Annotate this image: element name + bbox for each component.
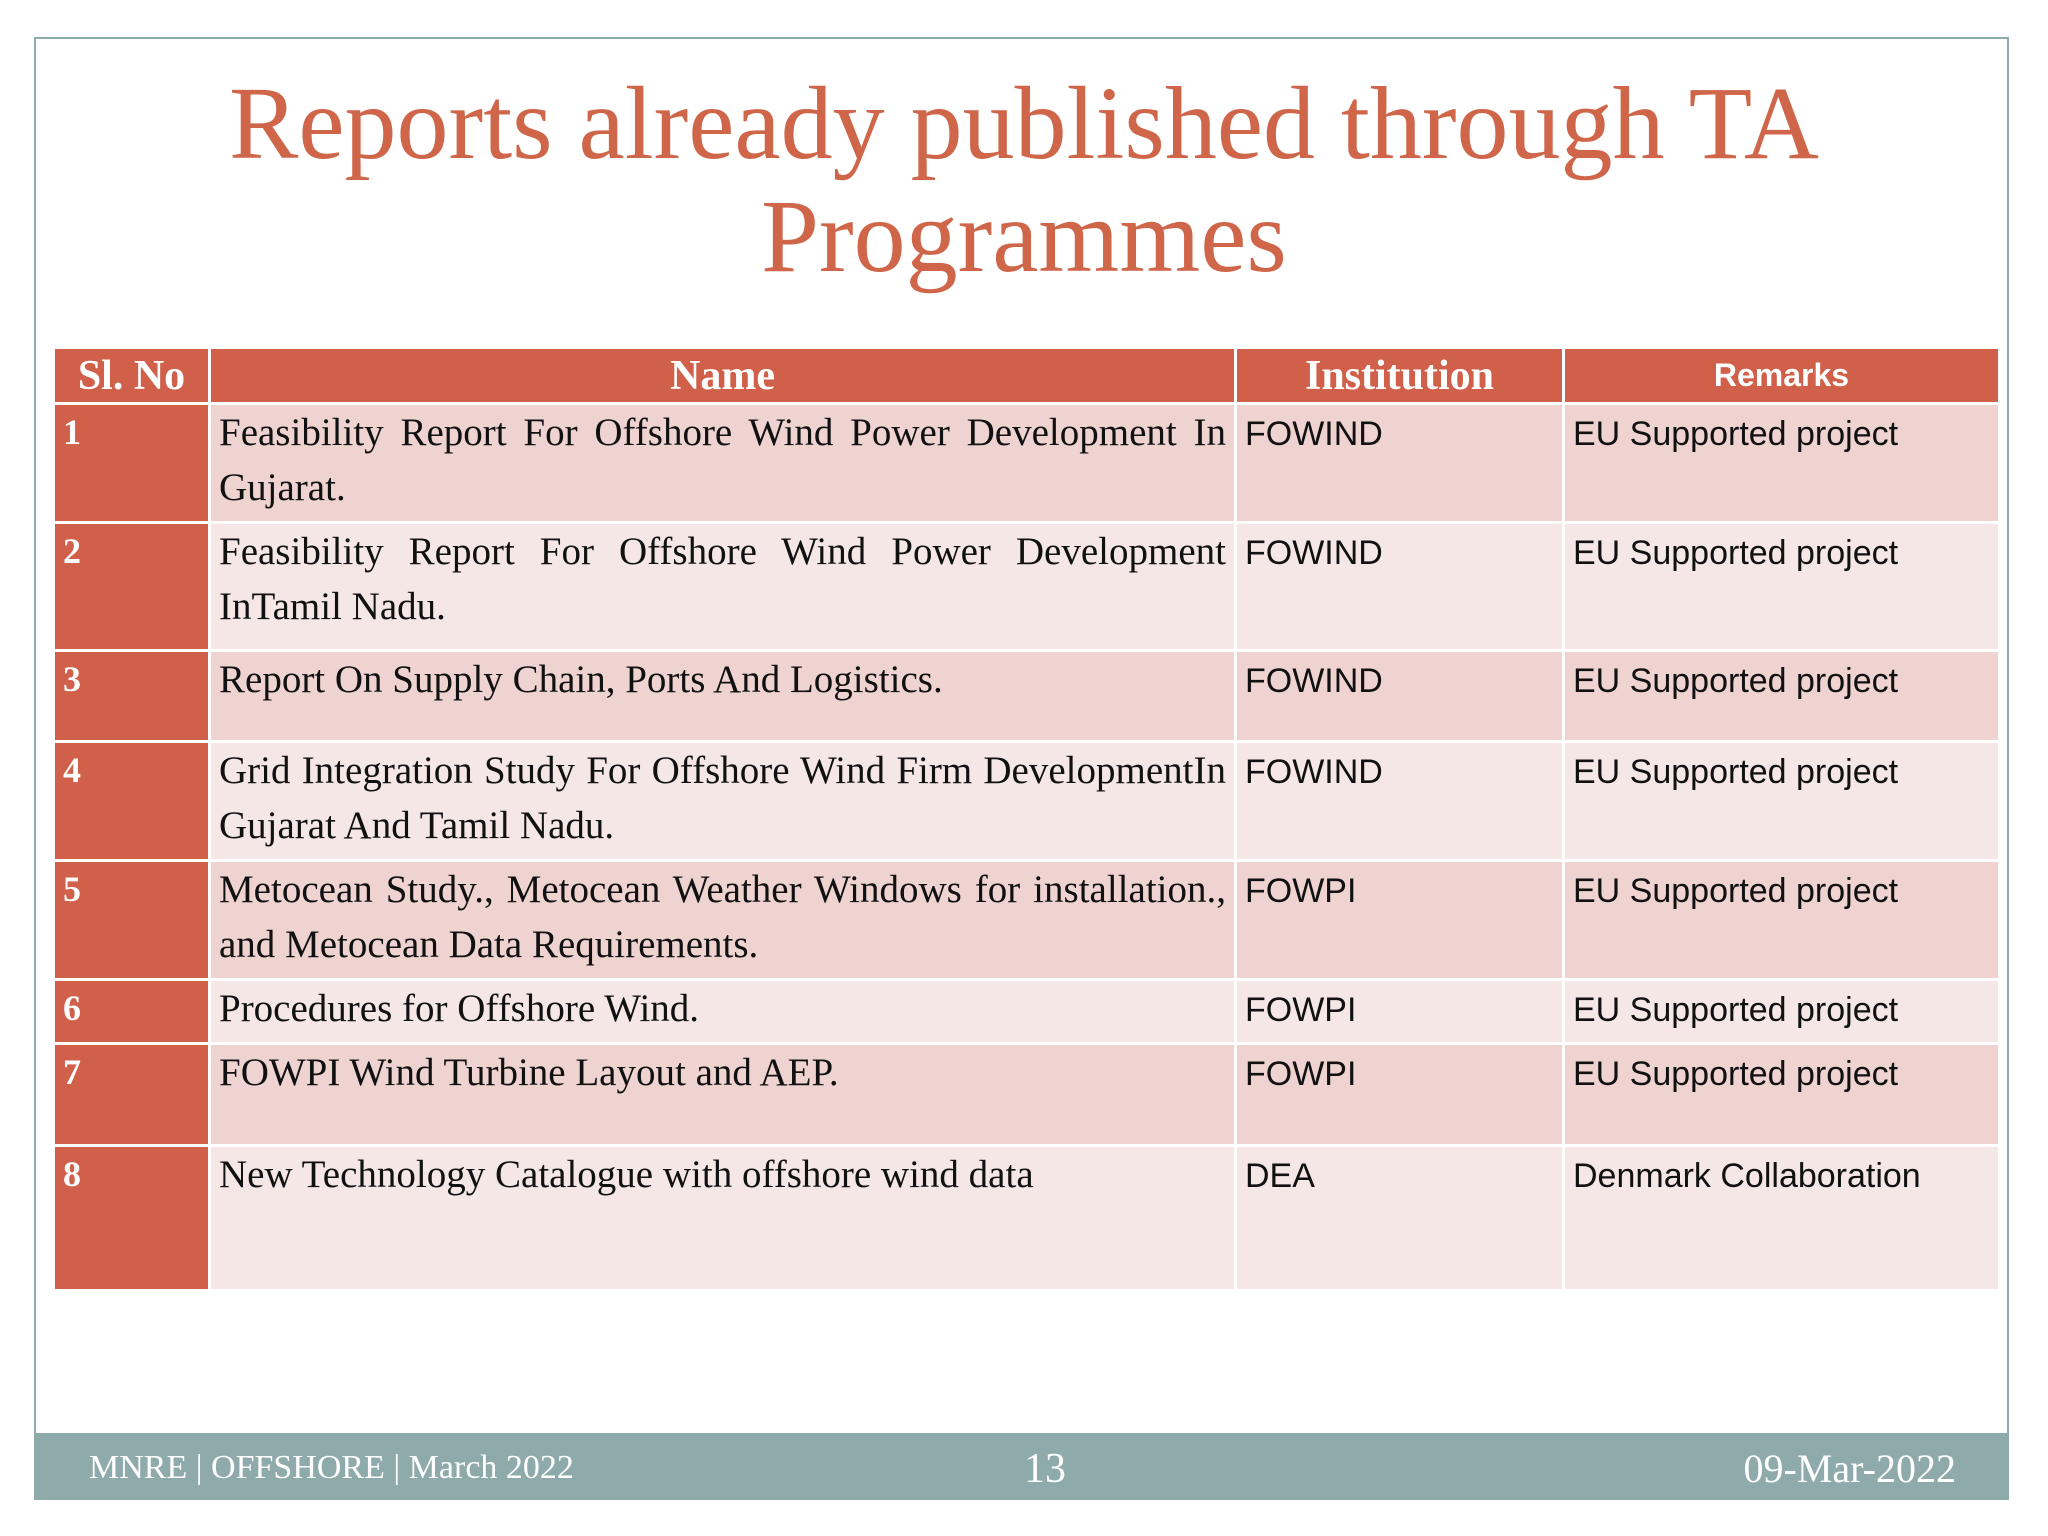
table-row: 5 Metocean Study., Metocean Weather Windo… [55,862,1998,978]
table-row: 8 New Technology Catalogue with offshore … [55,1147,1998,1289]
footer-left: MNRE | OFFSHORE | March 2022 [89,1449,574,1486]
title-line: Reports already published through TA [229,66,1819,181]
table-cell: Metocean Study., Metocean Weather Window… [211,862,1234,978]
table-cell: 2 [55,524,208,649]
table-body: 1 Feasibility Report For Offshore Wind Po… [55,405,1998,1289]
table-cell: Report On Supply Chain, Ports And Logist… [211,652,1234,740]
table-cell: FOWIND [1237,524,1562,649]
table-cell: FOWPI [1237,981,1562,1042]
table-cell: FOWIND [1237,405,1562,521]
table-cell: EU Supported project [1565,743,1998,859]
page-number: 13 [1024,1446,1066,1492]
table-row: 2 Feasibility Report For Offshore Wind Po… [55,524,1998,649]
table-row: 6 Procedures for Offshore Wind. FOWPI EU Su… [55,981,1998,1042]
table-row: 1 Feasibility Report For Offshore Wind Po… [55,405,1998,521]
table-cell: FOWIND [1237,652,1562,740]
table-cell: 3 [55,652,208,740]
table-cell: Denmark Collaboration [1565,1147,1998,1289]
table-cell: EU Supported project [1565,862,1998,978]
table-cell: Grid Integration Study For Offshore Wind… [211,743,1234,859]
table-cell: EU Supported project [1565,524,1998,649]
table-cell: 1 [55,405,208,521]
table-row: 7 FOWPI Wind Turbine Layout and AEP. FOWPI… [55,1045,1998,1144]
table-cell: FOWPI [1237,862,1562,978]
table-cell: FOWPI [1237,1045,1562,1144]
table-cell: FOWPI Wind Turbine Layout and AEP. [211,1045,1234,1144]
table-cell: Feasibility Report For Offshore Wind Pow… [211,405,1234,521]
table-cell: New Technology Catalogue with offshore w… [211,1147,1234,1289]
table-cell: FOWIND [1237,743,1562,859]
footer-date: 09-Mar-2022 [1743,1446,1956,1491]
table-cell: EU Supported project [1565,1045,1998,1144]
table-row: 3 Report On Supply Chain, Ports And Logis… [55,652,1998,740]
header-cell: Sl. No [55,349,208,402]
header-cell: Remarks [1565,349,1998,402]
table-cell: DEA [1237,1147,1562,1289]
header-cell: Name [211,349,1234,402]
table-cell: Feasibility Report For Offshore Wind Pow… [211,524,1234,649]
table-cell: EU Supported project [1565,981,1998,1042]
table-cell: 4 [55,743,208,859]
table-row: 4 Grid Integration Study For Offshore Win… [55,743,1998,859]
table-cell: 7 [55,1045,208,1144]
header-cell: Institution [1237,349,1562,402]
table: Sl. No Name Institution Remarks 1 Feasibi… [52,346,2001,1292]
table-cell: 5 [55,862,208,978]
table-cell: EU Supported project [1565,652,1998,740]
table-cell: Procedures for Offshore Wind. [211,981,1234,1042]
table-cell: EU Supported project [1565,405,1998,521]
table-cell: 6 [55,981,208,1042]
footer: MNRE | OFFSHORE | March 2022 13 09-Mar-2… [34,1433,2009,1500]
table-cell: 8 [55,1147,208,1289]
title-line: Programmes [761,179,1287,294]
